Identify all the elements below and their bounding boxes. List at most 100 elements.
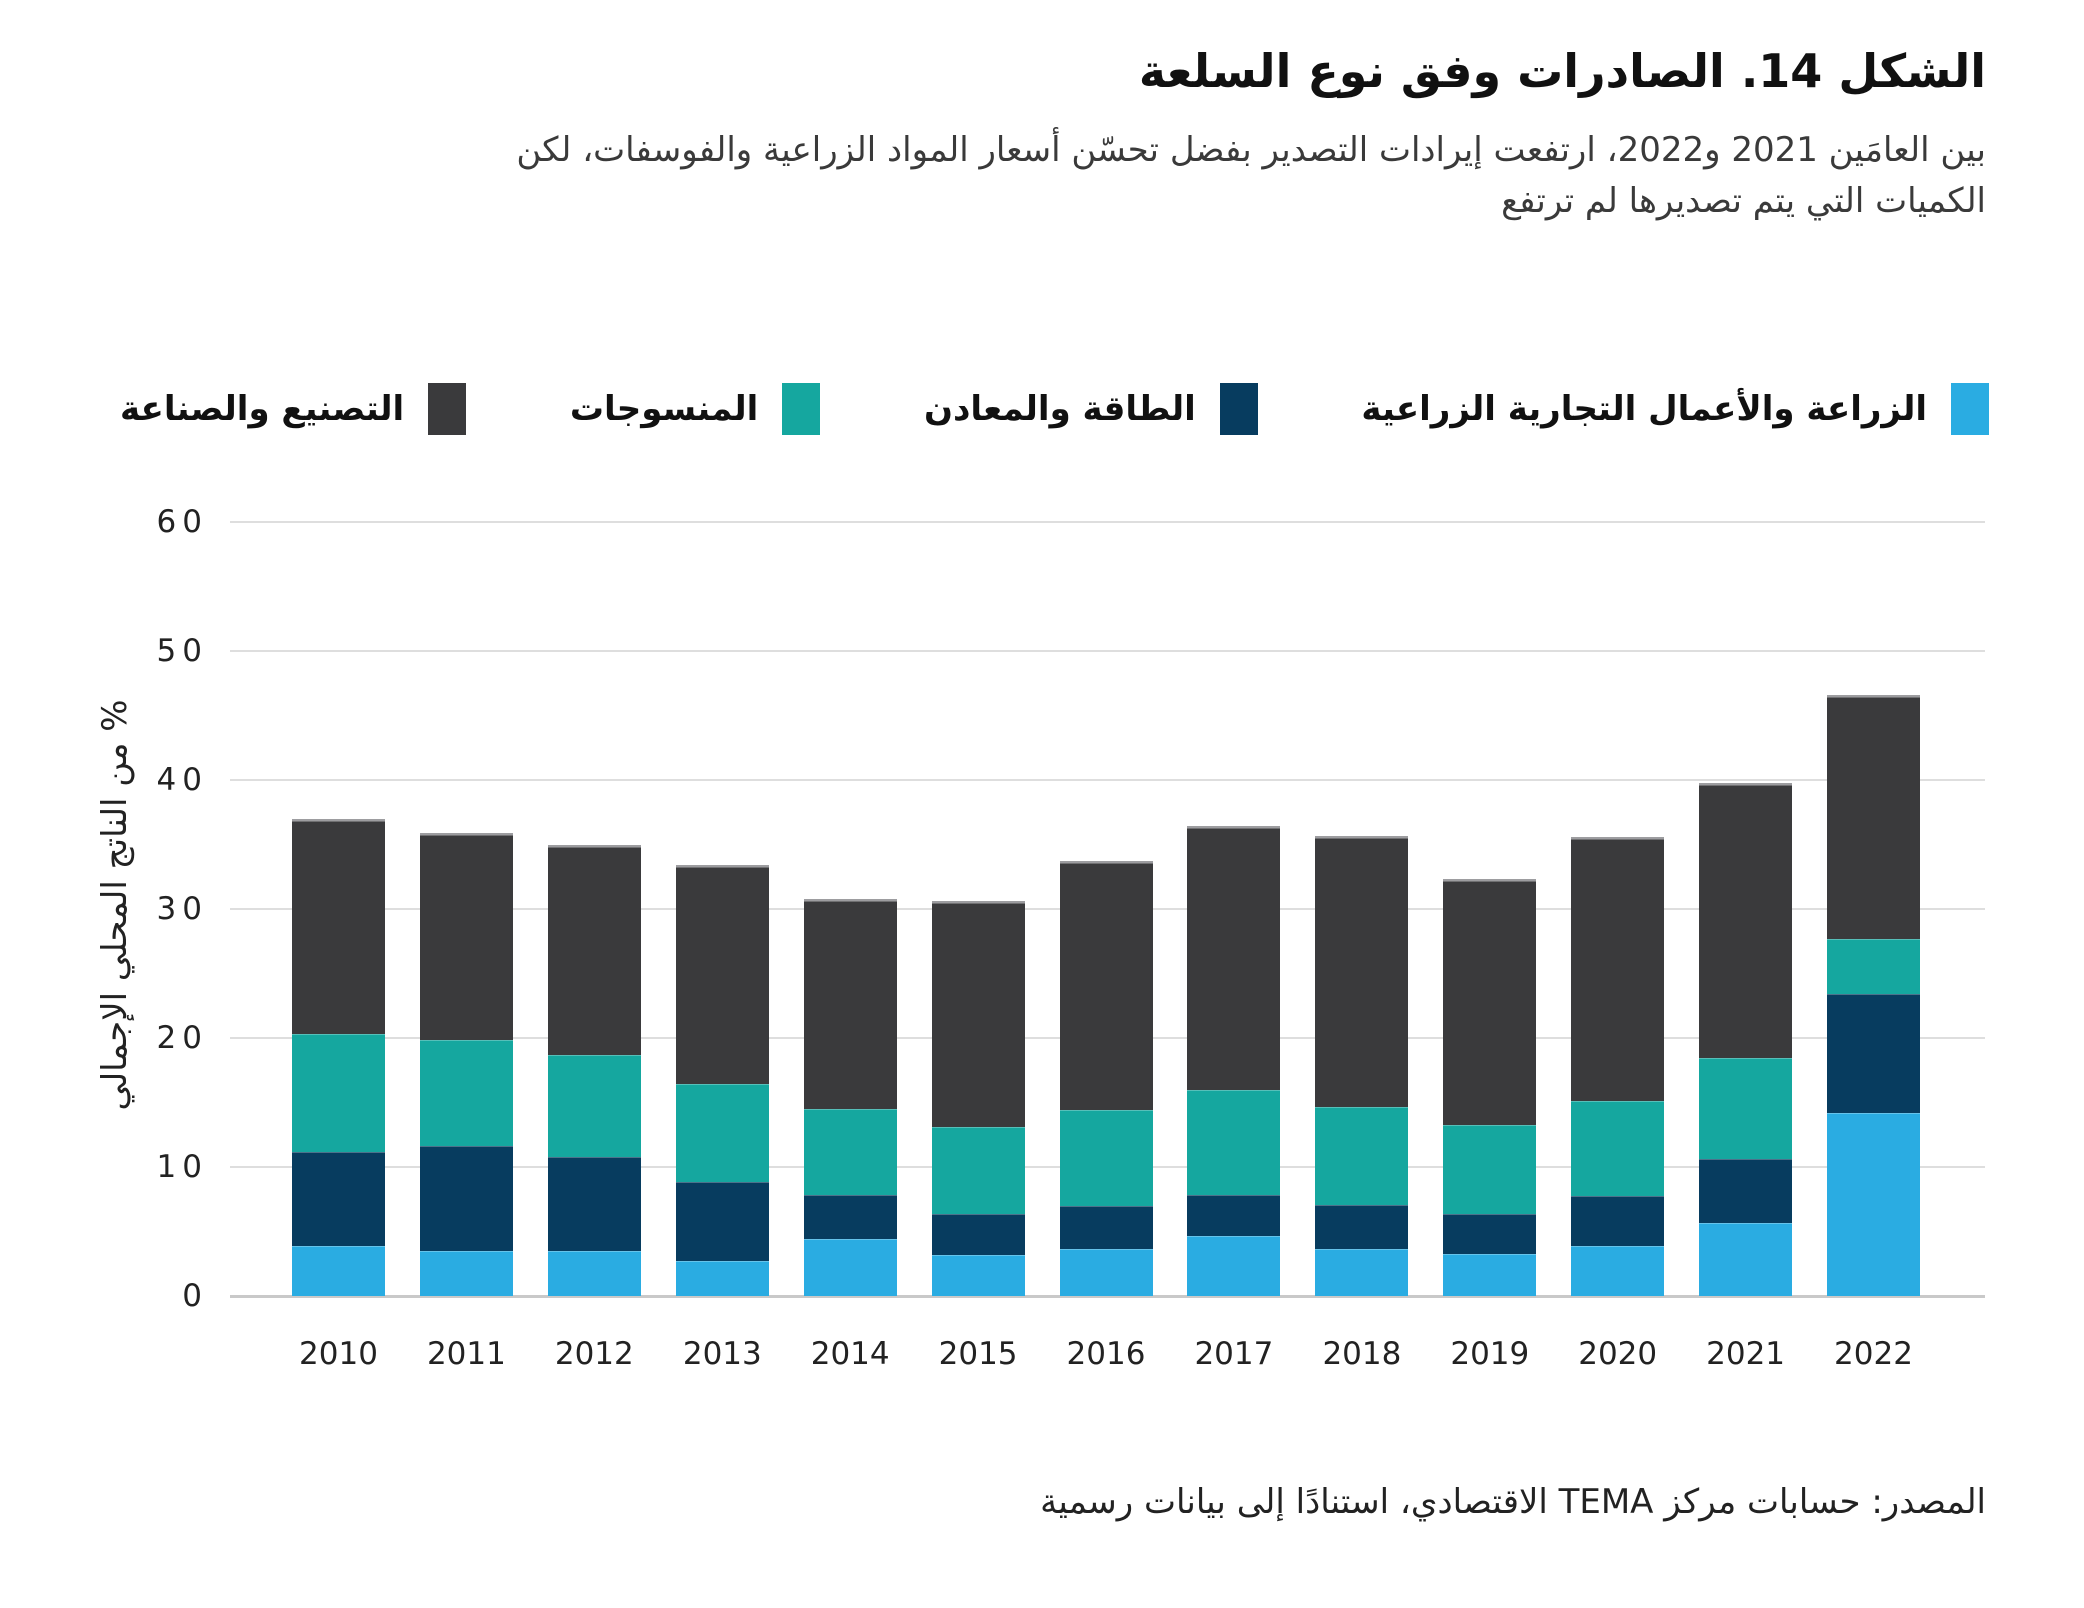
y-tick-label-10: 10 xyxy=(156,1149,208,1185)
bar-segment-2015-series-0 xyxy=(931,1254,1025,1296)
bar-segment-2022-series-0 xyxy=(1827,1113,1920,1296)
bar-2022 xyxy=(1827,694,1920,1296)
figure-subtitle: بين العامَين 2021 و2022، ارتفعت إيرادات … xyxy=(90,125,1986,227)
bar-segment-2017-series-3 xyxy=(1187,826,1281,1091)
bar-segment-2022-series-1 xyxy=(1827,993,1920,1114)
bar-segment-2017-series-0 xyxy=(1187,1235,1281,1296)
bar-segment-2017-series-1 xyxy=(1187,1194,1281,1236)
bar-2016 xyxy=(1059,861,1153,1296)
bar-segment-2015-series-1 xyxy=(931,1213,1025,1255)
y-tick-label-20: 20 xyxy=(156,1020,208,1056)
bar-segment-2014-series-1 xyxy=(803,1194,897,1240)
bar-segment-2012-series-1 xyxy=(547,1157,641,1252)
bar-segment-2019-series-0 xyxy=(1443,1253,1537,1296)
bar-2020 xyxy=(1571,836,1665,1296)
bar-segment-2018-series-3 xyxy=(1315,835,1409,1108)
bar-2014 xyxy=(803,898,897,1296)
bar-segment-2013-series-1 xyxy=(675,1181,769,1262)
x-tick-label-2015: 2015 xyxy=(938,1336,1018,1372)
legend-item-2: المنسوجات xyxy=(570,383,821,435)
chart-legend: الزراعة والأعمال التجارية الزراعية الطاقة… xyxy=(120,378,1989,440)
bar-2013 xyxy=(675,865,769,1296)
bar-segment-2019-series-2 xyxy=(1443,1125,1537,1214)
bar-segment-2021-series-1 xyxy=(1699,1158,1793,1223)
y-tick-label-30: 30 xyxy=(156,891,208,927)
bar-segment-2018-series-2 xyxy=(1315,1107,1409,1205)
y-tick-label-0: 0 xyxy=(182,1278,208,1314)
bar-segment-2013-series-3 xyxy=(675,865,769,1085)
bar-segment-2015-series-2 xyxy=(931,1126,1025,1214)
y-tick-label-50: 50 xyxy=(156,633,208,669)
x-tick-label-2010: 2010 xyxy=(299,1336,378,1372)
bar-segment-2010-series-3 xyxy=(292,818,385,1034)
subtitle-line-1: بين العامَين 2021 و2022، ارتفعت إيرادات … xyxy=(516,130,1986,171)
bar-segment-2011-series-2 xyxy=(419,1040,513,1146)
bar-segment-2016-series-0 xyxy=(1059,1248,1153,1296)
bar-segment-2017-series-2 xyxy=(1187,1090,1281,1195)
x-tick-label-2018: 2018 xyxy=(1322,1336,1402,1372)
bar-segment-2012-series-3 xyxy=(547,844,641,1055)
x-tick-label-2017: 2017 xyxy=(1194,1336,1274,1372)
bar-2019 xyxy=(1443,879,1537,1296)
legend-label-1: الطاقة والمعادن xyxy=(923,389,1196,429)
y-tick-label-60: 60 xyxy=(156,504,208,540)
bar-2010 xyxy=(292,818,385,1296)
legend-label-3: التصنيع والصناعة xyxy=(120,389,405,429)
bar-segment-2011-series-0 xyxy=(419,1251,513,1296)
legend-swatch-0 xyxy=(1951,383,1989,435)
bar-segment-2022-series-3 xyxy=(1827,694,1920,939)
subtitle-line-2: الكميات التي يتم تصديرها لم ترتفع xyxy=(1501,181,1986,222)
gridline-50 xyxy=(230,650,1985,652)
bar-segment-2016-series-3 xyxy=(1059,861,1153,1110)
legend-swatch-1 xyxy=(1219,383,1258,435)
bar-segment-2019-series-1 xyxy=(1443,1213,1537,1254)
bar-segment-2010-series-0 xyxy=(292,1245,385,1296)
legend-item-1: الطاقة والمعادن xyxy=(924,383,1258,435)
bar-segment-2015-series-3 xyxy=(931,901,1025,1127)
bar-segment-2012-series-0 xyxy=(547,1251,641,1296)
bar-segment-2013-series-2 xyxy=(675,1084,769,1182)
bar-segment-2020-series-3 xyxy=(1571,836,1665,1101)
x-tick-label-2012: 2012 xyxy=(554,1336,634,1372)
bar-segment-2014-series-0 xyxy=(803,1239,897,1296)
bar-2012 xyxy=(547,844,641,1296)
x-tick-label-2013: 2013 xyxy=(682,1336,762,1372)
bar-2018 xyxy=(1315,835,1409,1296)
bar-segment-2020-series-0 xyxy=(1571,1245,1665,1296)
gridline-40 xyxy=(230,779,1985,781)
source-note: المصدر: حسابات مركز TEMA الاقتصادي، استن… xyxy=(1040,1482,1986,1522)
bar-segment-2010-series-2 xyxy=(292,1033,385,1153)
x-tick-label-2014: 2014 xyxy=(810,1336,890,1372)
bar-segment-2014-series-2 xyxy=(803,1108,897,1195)
bar-segment-2020-series-2 xyxy=(1571,1100,1665,1196)
bar-segment-2018-series-1 xyxy=(1315,1204,1409,1249)
bar-segment-2014-series-3 xyxy=(803,898,897,1109)
bar-segment-2013-series-0 xyxy=(675,1261,769,1296)
x-tick-label-2020: 2020 xyxy=(1578,1336,1658,1372)
bar-segment-2021-series-3 xyxy=(1699,782,1793,1059)
x-tick-label-2019: 2019 xyxy=(1450,1336,1530,1372)
bar-segment-2020-series-1 xyxy=(1571,1195,1665,1246)
bar-segment-2016-series-1 xyxy=(1059,1206,1153,1249)
legend-swatch-2 xyxy=(782,383,821,435)
x-tick-label-2016: 2016 xyxy=(1066,1336,1146,1372)
bar-segment-2011-series-3 xyxy=(419,832,513,1041)
legend-label-0: الزراعة والأعمال التجارية الزراعية xyxy=(1361,389,1927,429)
bar-segment-2018-series-0 xyxy=(1315,1248,1409,1296)
bar-segment-2021-series-0 xyxy=(1699,1222,1793,1296)
bar-segment-2022-series-2 xyxy=(1827,938,1920,994)
bar-segment-2019-series-3 xyxy=(1443,879,1537,1126)
gridline-0 xyxy=(230,1295,1985,1298)
bar-2017 xyxy=(1187,826,1281,1296)
x-tick-label-2021: 2021 xyxy=(1706,1336,1786,1372)
bar-2015 xyxy=(931,901,1025,1296)
x-tick-label-2022: 2022 xyxy=(1834,1336,1913,1372)
legend-item-0: الزراعة والأعمال التجارية الزراعية xyxy=(1361,383,1989,435)
bar-segment-2011-series-1 xyxy=(419,1145,513,1252)
figure-header: الشكل 14. الصادرات وفق نوع السلعة بين ال… xyxy=(90,44,1986,227)
y-tick-label-40: 40 xyxy=(156,762,208,798)
bar-segment-2016-series-2 xyxy=(1059,1109,1153,1207)
legend-item-3: التصنيع والصناعة xyxy=(120,383,467,435)
